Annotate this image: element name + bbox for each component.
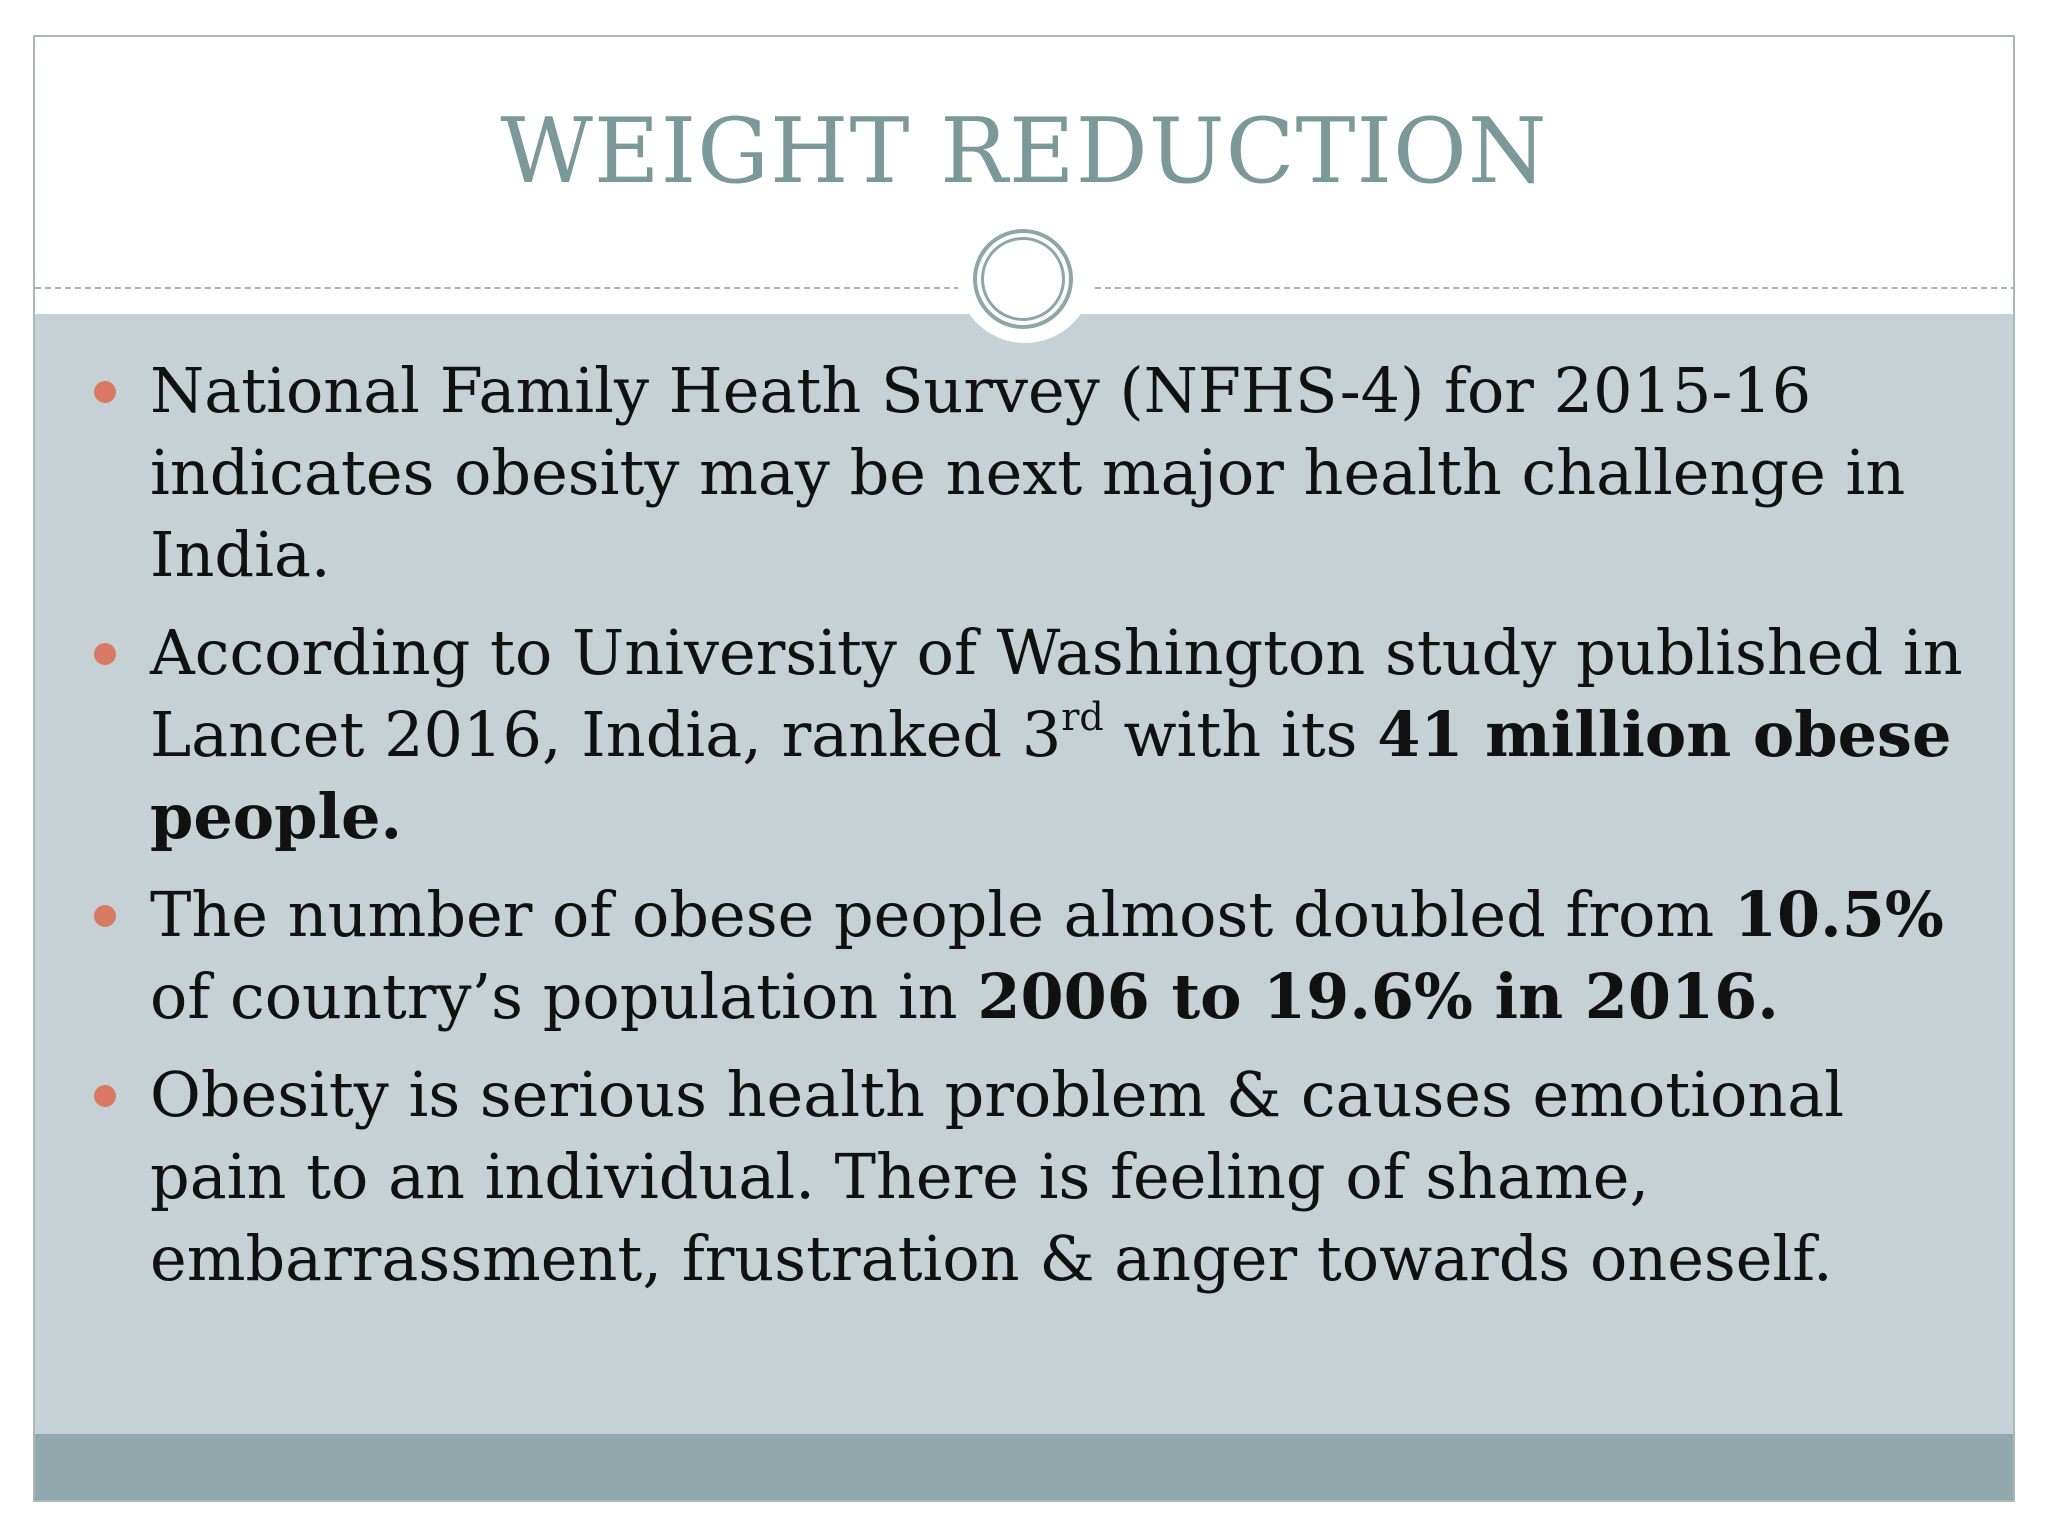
bullet-item-doubled: The number of obese people almost double…: [35, 874, 2013, 1038]
bullet-text: The number of obese people almost double…: [150, 878, 1734, 951]
bullet-text-continued: with its: [1103, 698, 1378, 771]
bold-highlight: 41 million obese people.: [150, 698, 1952, 853]
bullet-dot-icon: [94, 1085, 116, 1107]
content-panel: [35, 314, 2013, 1434]
slide-title: WEIGHT REDUCTION: [500, 99, 1548, 204]
bullet-text-continued: of country’s population in: [150, 960, 978, 1033]
bullet-dot-icon: [94, 381, 116, 403]
title-divider-left: [35, 287, 970, 289]
bold-highlight: 2006 to 19.6% in 2016.: [977, 960, 1779, 1033]
bullet-item-lancet: According to University of Washington st…: [35, 612, 2013, 858]
slide: WEIGHT REDUCTION National Family Heath S…: [33, 35, 2015, 1502]
superscript-rd: rd: [1061, 695, 1104, 740]
bullet-text: National Family Heath Survey (NFHS-4) fo…: [150, 354, 1906, 591]
double-ring-inner-icon: [981, 237, 1065, 321]
footer-band: [35, 1434, 2013, 1500]
bullet-dot-icon: [94, 905, 116, 927]
bold-percentage: 10.5%: [1733, 878, 1944, 951]
bullet-item-emotional: Obesity is serious health problem & caus…: [35, 1054, 2013, 1300]
bullet-text: According to University of Washington st…: [150, 616, 1963, 771]
bullet-text: Obesity is serious health problem & caus…: [150, 1058, 1845, 1295]
title-divider-right: [1085, 287, 2013, 289]
bullet-list: National Family Heath Survey (NFHS-4) fo…: [35, 350, 2013, 1316]
bullet-item-nfhs: National Family Heath Survey (NFHS-4) fo…: [35, 350, 2013, 596]
bullet-dot-icon: [94, 643, 116, 665]
double-ring-icon: [973, 229, 1073, 329]
